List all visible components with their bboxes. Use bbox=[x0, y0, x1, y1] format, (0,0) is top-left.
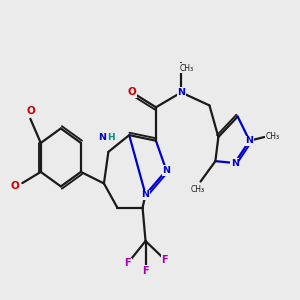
Text: H: H bbox=[107, 133, 115, 142]
Text: O: O bbox=[27, 106, 35, 116]
Text: N: N bbox=[162, 166, 170, 175]
Text: CH₃: CH₃ bbox=[266, 133, 280, 142]
Text: N: N bbox=[177, 88, 185, 97]
Text: N: N bbox=[142, 190, 149, 199]
Text: F: F bbox=[161, 255, 168, 265]
Text: CH₃: CH₃ bbox=[190, 185, 205, 194]
Text: F: F bbox=[142, 266, 149, 276]
Text: CH₃: CH₃ bbox=[179, 64, 194, 73]
Text: O: O bbox=[10, 181, 19, 191]
Text: N: N bbox=[98, 133, 106, 142]
Text: O: O bbox=[128, 87, 136, 98]
Text: F: F bbox=[124, 258, 131, 268]
Text: N: N bbox=[246, 136, 254, 145]
Text: N: N bbox=[231, 158, 239, 167]
